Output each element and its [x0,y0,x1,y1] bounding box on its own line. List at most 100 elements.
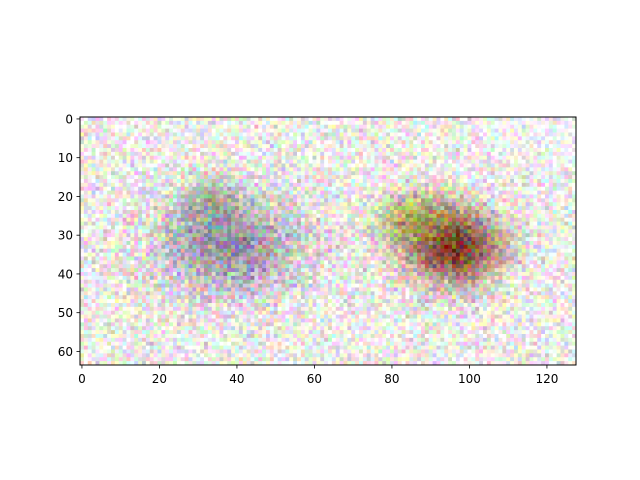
heatmap-cell [564,264,569,269]
heatmap-cell [200,244,205,250]
heatmap-cell [552,194,558,199]
heatmap-cell [165,217,170,223]
heatmap-cell [560,132,565,137]
heatmap-cell [413,229,418,234]
heatmap-cell [238,182,244,188]
heatmap-cell [347,213,352,219]
heatmap-cell [103,221,108,226]
heatmap-cell [444,241,449,246]
heatmap-cell [514,171,519,176]
heatmap-cell [207,233,213,238]
heatmap-cell [351,128,356,133]
heatmap-cell [382,202,387,207]
heatmap-cell [289,151,294,157]
heatmap-cell [87,182,93,188]
heatmap-cell [556,241,561,246]
heatmap-cell [463,132,468,137]
heatmap-cell [397,120,403,126]
heatmap-cell [421,179,426,184]
heatmap-cell [134,194,139,199]
heatmap-cell [258,171,263,176]
heatmap-cell [397,124,403,130]
heatmap-cell [568,151,573,157]
heatmap-cell [533,198,538,203]
heatmap-cell [149,225,155,230]
heatmap-cell [277,217,282,223]
heatmap-cell [304,241,310,246]
heatmap-cell [560,155,565,161]
heatmap-cell [219,198,224,203]
heatmap-cell [149,179,155,184]
heatmap-cell [111,221,116,226]
heatmap-cell [258,179,263,184]
heatmap-cell [452,198,457,203]
heatmap-cell [254,120,259,126]
heatmap-cell [235,171,240,176]
heatmap-cell [436,210,441,215]
heatmap-cell [250,182,255,188]
heatmap-cell [370,202,375,207]
heatmap-cell [393,140,399,145]
heatmap-cell [525,213,530,219]
heatmap-cell [374,155,379,161]
heatmap-cell [467,159,472,164]
heatmap-cell [227,163,232,168]
heatmap-cell [83,182,89,188]
heatmap-cell [107,256,112,261]
heatmap-cell [502,264,507,269]
heatmap-cell [475,186,480,192]
heatmap-cell [149,144,155,149]
heatmap-cell [428,163,434,168]
heatmap-cell [149,202,155,207]
heatmap-cell [215,213,220,219]
heatmap-cell [289,225,294,230]
heatmap-cell [386,233,391,238]
heatmap-cell [494,221,499,226]
heatmap-cell [80,144,85,149]
heatmap-cell [223,159,228,164]
heatmap-cell [103,186,108,192]
heatmap-cell [506,210,511,215]
heatmap-cell [157,117,162,122]
heatmap-cell [153,179,158,184]
heatmap-cell [273,244,279,250]
heatmap-cell [479,213,484,219]
heatmap-cell [246,217,251,223]
heatmap-cell [207,167,213,172]
heatmap-cell [297,179,302,184]
heatmap-cell [165,163,170,168]
heatmap-cell [359,244,364,250]
heatmap-cell [142,256,147,261]
heatmap-cell [138,244,143,250]
heatmap-cell [440,163,445,168]
heatmap-cell [428,132,434,137]
heatmap-cell [331,225,337,230]
heatmap-cell [200,171,205,176]
heatmap-cell [211,264,217,269]
heatmap-cell [483,256,488,261]
heatmap-cell [254,237,259,242]
heatmap-cell [486,241,492,246]
heatmap-cell [537,221,542,226]
heatmap-cell [266,190,271,195]
heatmap-cell [145,159,151,164]
heatmap-cell [479,167,484,172]
heatmap-cell [494,163,499,168]
heatmap-cell [347,202,352,207]
heatmap-cell [165,241,170,246]
heatmap-cell [180,132,186,137]
heatmap-cell [130,186,135,192]
heatmap-cell [149,155,155,161]
heatmap-cell [180,229,186,234]
heatmap-cell [355,117,360,122]
heatmap-cell [409,233,414,238]
heatmap-cell [242,248,248,254]
heatmap-cell [192,202,197,207]
heatmap-cell [525,171,530,176]
heatmap-cell [269,244,275,250]
heatmap-cell [486,124,492,130]
heatmap-cell [378,190,383,195]
heatmap-cell [254,132,259,137]
heatmap-cell [343,260,348,265]
heatmap-cell [545,167,550,172]
